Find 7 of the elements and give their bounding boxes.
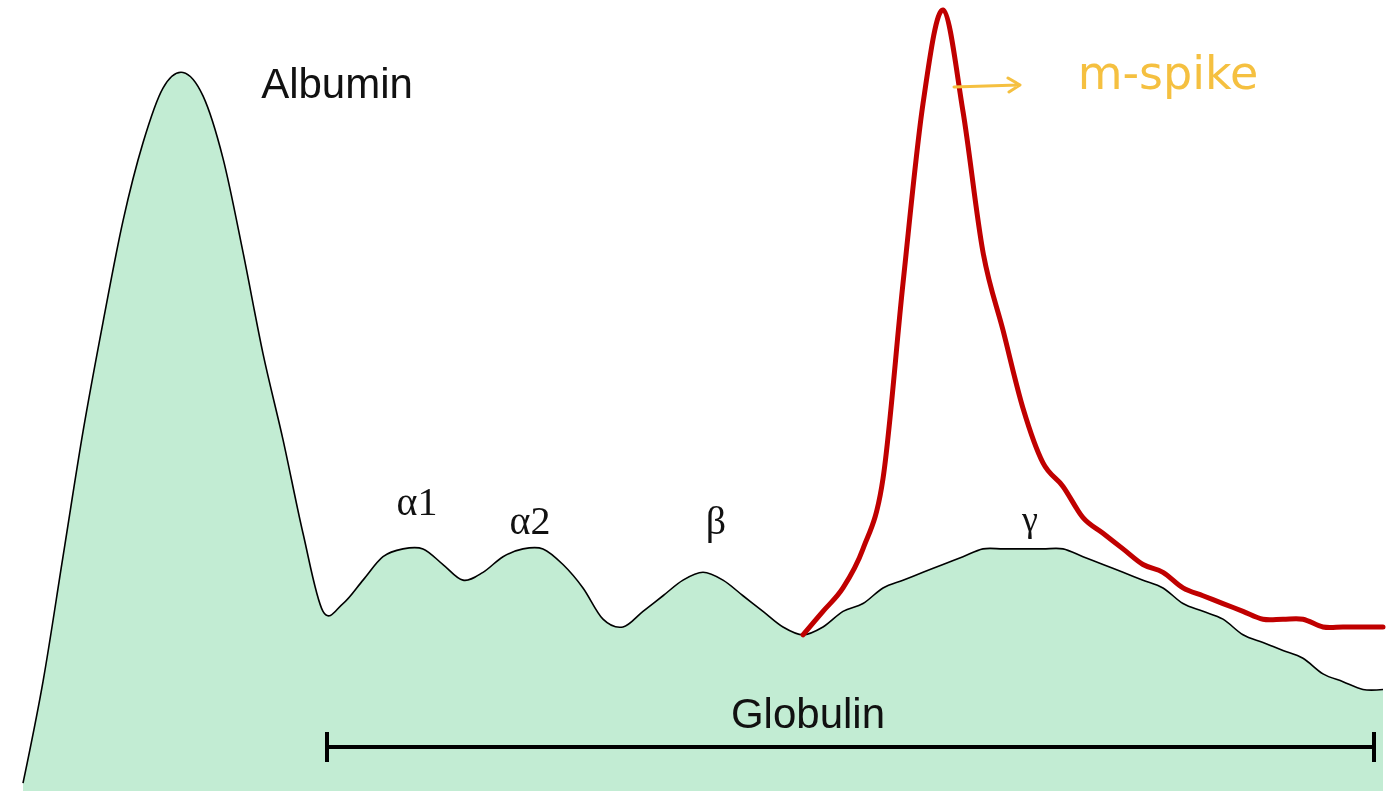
annotation: Globulin xyxy=(730,690,886,737)
annotation: β xyxy=(705,498,727,543)
annotation: Albumin xyxy=(261,60,413,107)
annotation: α1 xyxy=(396,479,438,524)
annotation: m-spike xyxy=(1077,46,1259,100)
annotation: γ xyxy=(1021,499,1039,539)
annotation: α2 xyxy=(509,498,551,543)
